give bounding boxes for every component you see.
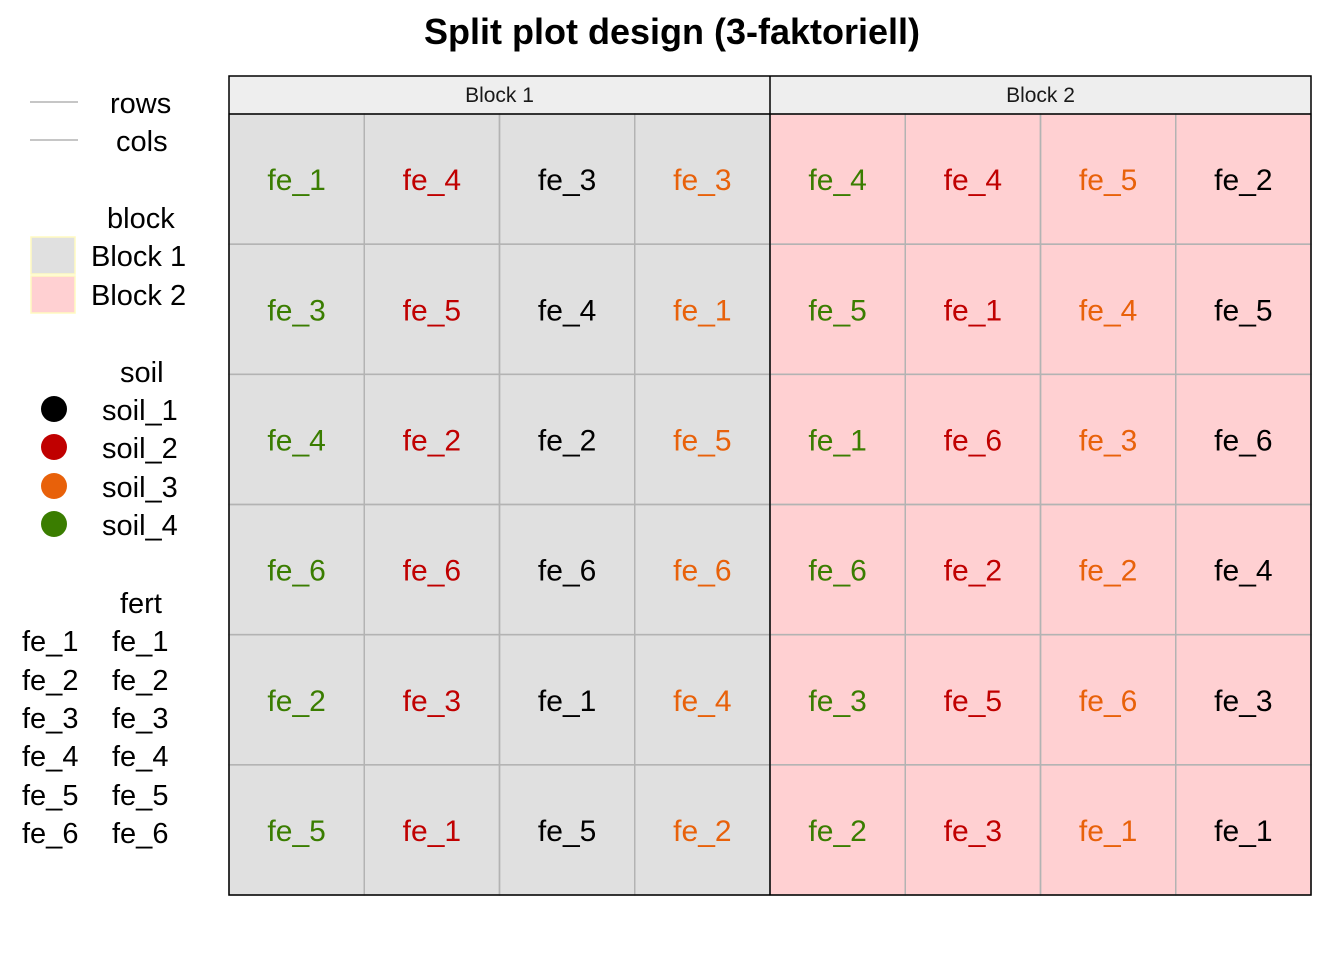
soil-3-key [41, 473, 67, 499]
legend-block-1-label: Block 1 [91, 241, 186, 273]
cell-label: fe_4 [538, 294, 596, 327]
cell-label: fe_2 [808, 815, 866, 848]
cell-label: fe_4 [1079, 294, 1137, 327]
cell-label: fe_6 [538, 555, 596, 588]
facet-strip-label: Block 2 [1006, 84, 1075, 107]
legend-soil-1-label: soil_1 [102, 395, 178, 427]
cell-label: fe_4 [673, 685, 731, 718]
legend-block-title: block [107, 203, 175, 235]
legend-block-2-label: Block 2 [91, 280, 186, 312]
cell-label: fe_3 [538, 164, 596, 197]
cell-label: fe_3 [673, 164, 731, 197]
cell-label: fe_1 [403, 815, 461, 848]
block-2-key [30, 275, 76, 314]
soil-2-key [41, 434, 67, 460]
cell-label: fe_6 [403, 555, 461, 588]
cell-label: fe_3 [944, 815, 1002, 848]
cell-label: fe_1 [1214, 815, 1272, 848]
legend-fert: fert fe_1 fe_1 fe_2 fe_2 fe_3 fe_3 fe_4 … [22, 588, 168, 850]
soil-1-key [41, 396, 67, 422]
cell-label: fe_1 [267, 164, 325, 197]
legend-fert-label: fe_6 [112, 818, 168, 850]
legend-cols-label: cols [116, 126, 168, 158]
cell-label: fe_5 [403, 294, 461, 327]
legend-fert-key: fe_1 [22, 626, 78, 658]
cell-label: fe_1 [944, 294, 1002, 327]
facet-strip-label: Block 1 [465, 84, 534, 107]
legend-fert-title: fert [120, 588, 162, 620]
legend-fert-key: fe_5 [22, 780, 78, 812]
legend-fert-label: fe_1 [112, 626, 168, 658]
legend-block: block Block 1 Block 2 [30, 203, 186, 314]
legend-soil-2-label: soil_2 [102, 433, 178, 465]
cell-label: fe_2 [267, 685, 325, 718]
cell-label: fe_1 [808, 424, 866, 457]
cell-label: fe_4 [403, 164, 461, 197]
cell-label: fe_6 [267, 555, 325, 588]
chart-title: Split plot design (3-faktoriell) [424, 11, 920, 52]
cell-label: fe_6 [808, 555, 866, 588]
block-1-key [30, 236, 76, 275]
legend-fert-key: fe_6 [22, 818, 78, 850]
legend-rows-label: rows [110, 88, 171, 120]
cell-label: fe_1 [673, 294, 731, 327]
cell-label: fe_2 [1214, 164, 1272, 197]
cell-label: fe_1 [538, 685, 596, 718]
plot-border [228, 75, 1312, 896]
cell-label: fe_6 [1079, 685, 1137, 718]
cell-label: fe_1 [1079, 815, 1137, 848]
facet-strip [229, 76, 770, 114]
cell-label: fe_2 [944, 555, 1002, 588]
cell-label: fe_6 [673, 555, 731, 588]
cell-label: fe_4 [267, 424, 325, 457]
legend-fert-key: fe_4 [22, 741, 78, 773]
cell-label: fe_6 [1214, 424, 1272, 457]
legend-fert-label: fe_4 [112, 741, 168, 773]
cell-label: fe_2 [1079, 555, 1137, 588]
cell-label: fe_5 [1214, 294, 1272, 327]
facet-strip [770, 76, 1311, 114]
cell-label: fe_3 [1079, 424, 1137, 457]
legend-lines: rows cols [30, 88, 171, 158]
plot-panels: Block 1fe_1 fe_4 fe_3 fe_3fe_3 fe_5 fe_4 fe_1f… [228, 75, 1312, 896]
legend-soil: soil soil_1 soil_2 soil_3 soil_4 [41, 357, 178, 542]
soil-4-key [41, 511, 67, 537]
legend-soil-3-label: soil_3 [102, 472, 178, 504]
cell-label: fe_5 [673, 424, 731, 457]
cell-label: fe_4 [808, 164, 866, 197]
cell-label: fe_5 [944, 685, 1002, 718]
cell-label: fe_3 [808, 685, 866, 718]
cell-label: fe_5 [808, 294, 866, 327]
legend-fert-label: fe_3 [112, 703, 168, 735]
cell-label: fe_3 [403, 685, 461, 718]
cell-label: fe_2 [403, 424, 461, 457]
cell-label: fe_5 [267, 815, 325, 848]
legend-fert-key: fe_3 [22, 703, 78, 735]
cell-label: fe_4 [944, 164, 1002, 197]
cell-label: fe_3 [267, 294, 325, 327]
cell-label: fe_6 [944, 424, 1002, 457]
cell-label: fe_2 [673, 815, 731, 848]
cell-label: fe_4 [1214, 555, 1272, 588]
legend-fert-key: fe_2 [22, 665, 78, 697]
legend-soil-title: soil [120, 357, 164, 389]
legend-fert-label: fe_2 [112, 665, 168, 697]
cell-label: fe_5 [1079, 164, 1137, 197]
cell-label: fe_3 [1214, 685, 1272, 718]
cell-label: fe_2 [538, 424, 596, 457]
cell-label: fe_5 [538, 815, 596, 848]
legend-soil-4-label: soil_4 [102, 510, 178, 542]
legend-fert-label: fe_5 [112, 780, 168, 812]
